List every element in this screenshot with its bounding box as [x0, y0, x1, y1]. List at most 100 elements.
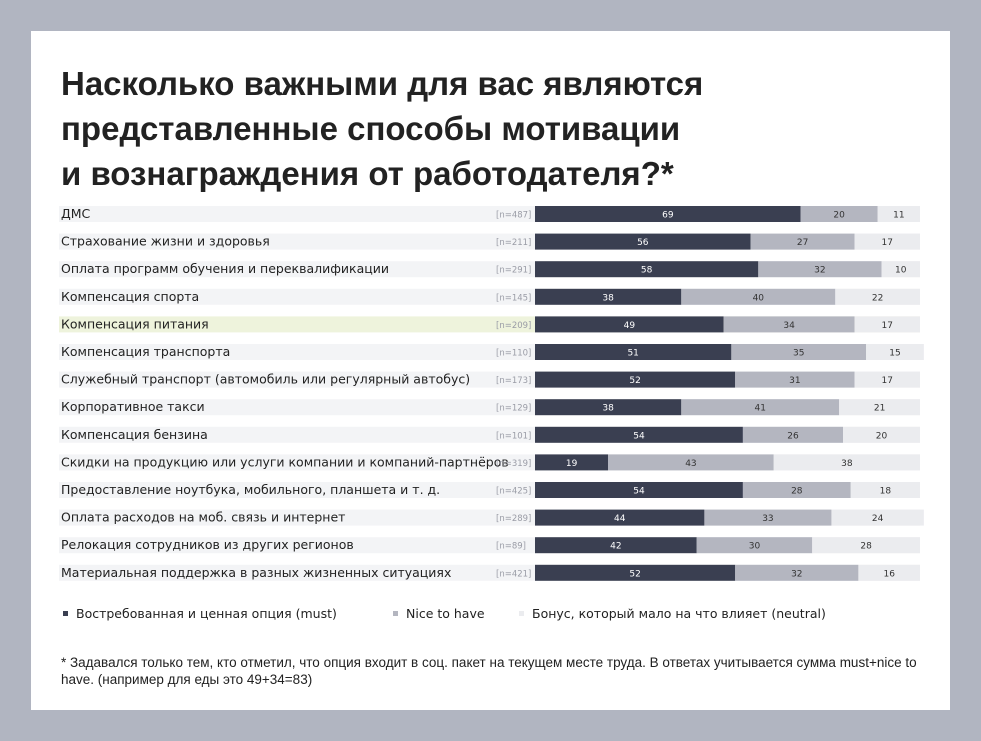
bar-segment-nice-row-1	[800, 206, 878, 222]
bar-segment-nice-row-9	[742, 426, 843, 443]
sample-size-row-9: [n=101]	[496, 431, 531, 441]
category-label-row-11: Предоставление ноутбука, мобильного, пла…	[61, 482, 440, 497]
value-label-must-row-13: 42	[610, 542, 621, 552]
value-label-nice-row-10: 43	[685, 459, 696, 469]
sample-size-row-13: [n=89]	[496, 542, 526, 552]
bar-segment-must-row-9	[535, 426, 743, 443]
sample-size-row-4: [n=145]	[496, 293, 531, 303]
bar-segment-must-row-3	[535, 261, 759, 278]
bar-segment-neutral-row-3	[881, 261, 920, 278]
value-label-nice-row-1: 20	[833, 211, 845, 221]
legend: Востребованная и ценная опция (must) Nic…	[61, 606, 921, 626]
value-label-nice-row-3: 32	[814, 266, 825, 276]
value-label-neutral-row-4: 22	[872, 293, 883, 303]
value-label-must-row-2: 56	[637, 238, 649, 248]
category-label-row-9: Компенсация бензина	[61, 427, 208, 442]
value-label-nice-row-12: 33	[762, 514, 773, 524]
bar-segment-neutral-row-4	[835, 288, 920, 305]
category-label-row-14: Материальная поддержка в разных жизненны…	[61, 565, 451, 580]
category-label-row-1: ДМС	[61, 206, 91, 221]
value-label-neutral-row-14: 16	[883, 569, 895, 579]
sample-size-row-3: [n=291]	[496, 266, 531, 276]
legend-label-nice: Nice to have	[406, 606, 485, 621]
value-label-nice-row-8: 41	[754, 404, 765, 414]
category-label-row-5: Компенсация питания	[61, 316, 209, 331]
chart-title: Насколько важными для вас являются предс…	[61, 65, 704, 192]
bar-segment-neutral-row-8	[839, 399, 920, 416]
bar-segment-must-row-7	[535, 371, 736, 388]
category-label-row-8: Корпоративное такси	[61, 399, 205, 414]
legend-item-nice: Nice to have	[393, 606, 485, 621]
footnote: * Задавался только тем, кто отметил, что…	[61, 655, 917, 687]
legend-label-neutral: Бонус, который мало на что влияет (neutr…	[532, 606, 826, 621]
bar-segment-nice-row-4	[681, 288, 836, 305]
stacked-bar-chart: ДМС [n=487] 69 20 11 Страхование жизни и здор…	[59, 206, 924, 581]
value-label-neutral-row-8: 21	[874, 404, 885, 414]
value-label-must-row-8: 38	[602, 404, 614, 414]
legend-item-must: Востребованная и ценная опция (must)	[63, 606, 337, 621]
value-label-must-row-6: 51	[627, 349, 638, 359]
bar-segment-neutral-row-6	[866, 344, 924, 360]
bar-segment-nice-row-3	[758, 261, 882, 278]
sample-size-row-8: [n=129]	[496, 404, 531, 414]
value-label-neutral-row-9: 20	[876, 431, 888, 441]
legend-item-neutral: Бонус, который мало на что влияет (neutr…	[519, 606, 826, 621]
bar-segment-neutral-row-11	[850, 482, 920, 498]
value-label-nice-row-5: 34	[783, 321, 795, 331]
bar-segment-neutral-row-10	[773, 454, 920, 471]
bar-segment-must-row-12	[535, 509, 705, 526]
value-label-neutral-row-7: 17	[882, 376, 893, 386]
bar-segment-neutral-row-2	[854, 233, 920, 250]
bar-segment-nice-row-5	[723, 316, 855, 333]
bar-segment-nice-row-6	[731, 344, 867, 360]
bar-segment-neutral-row-7	[854, 371, 920, 388]
bar-segment-nice-row-8	[681, 399, 840, 416]
value-label-must-row-3: 58	[641, 266, 653, 276]
bar-segment-must-row-8	[535, 399, 682, 416]
value-label-nice-row-11: 28	[791, 487, 803, 497]
sample-size-row-7: [n=173]	[496, 376, 531, 386]
value-label-must-row-1: 69	[662, 211, 674, 221]
legend-swatch-neutral	[519, 611, 524, 616]
bar-segment-nice-row-12	[704, 509, 832, 526]
bar-segment-nice-row-10	[608, 454, 774, 471]
category-label-row-10: Скидки на продукцию или услуги компании …	[61, 454, 509, 469]
value-label-neutral-row-5: 17	[882, 321, 893, 331]
value-label-nice-row-4: 40	[753, 293, 765, 303]
sample-size-row-14: [n=421]	[496, 569, 531, 579]
bar-segment-must-row-6	[535, 344, 732, 360]
value-label-must-row-12: 44	[614, 514, 626, 524]
bar-segment-must-row-10	[535, 454, 609, 471]
bar-segment-nice-row-7	[735, 371, 855, 388]
category-label-row-6: Компенсация транспорта	[61, 344, 230, 359]
value-label-neutral-row-3: 10	[895, 266, 907, 276]
legend-swatch-must	[63, 611, 68, 616]
value-label-must-row-10: 19	[566, 459, 578, 469]
sample-size-row-10: [n=319]	[496, 459, 531, 469]
value-label-must-row-14: 52	[629, 569, 640, 579]
value-label-neutral-row-13: 28	[860, 542, 872, 552]
sample-size-row-12: [n=289]	[496, 514, 531, 524]
value-label-nice-row-6: 35	[793, 349, 804, 359]
category-label-row-12: Оплата расходов на моб. связь и интернет	[61, 510, 345, 525]
bar-segment-must-row-2	[535, 233, 751, 250]
value-label-neutral-row-1: 11	[893, 211, 904, 221]
value-label-must-row-5: 49	[624, 321, 636, 331]
value-label-must-row-4: 38	[602, 293, 614, 303]
chart-card: Насколько важными для вас являются предс…	[31, 31, 950, 710]
value-label-neutral-row-2: 17	[882, 238, 893, 248]
value-label-nice-row-7: 31	[789, 376, 800, 386]
bar-segment-nice-row-11	[742, 482, 851, 498]
bar-segment-neutral-row-5	[854, 316, 920, 333]
category-label-row-7: Служебный транспорт (автомобиль или регу…	[61, 372, 470, 387]
value-label-neutral-row-11: 18	[880, 487, 892, 497]
value-label-nice-row-13: 30	[749, 542, 761, 552]
bar-segment-must-row-13	[535, 537, 697, 554]
value-label-neutral-row-10: 38	[841, 459, 853, 469]
sample-size-row-2: [n=211]	[496, 238, 531, 248]
category-label-row-13: Релокация сотрудников из других регионов	[61, 537, 354, 552]
legend-label-must: Востребованная и ценная опция (must)	[76, 606, 337, 621]
category-label-row-3: Оплата программ обучения и переквалифика…	[61, 261, 389, 276]
bar-segment-nice-row-14	[735, 564, 859, 581]
value-label-must-row-7: 52	[629, 376, 640, 386]
